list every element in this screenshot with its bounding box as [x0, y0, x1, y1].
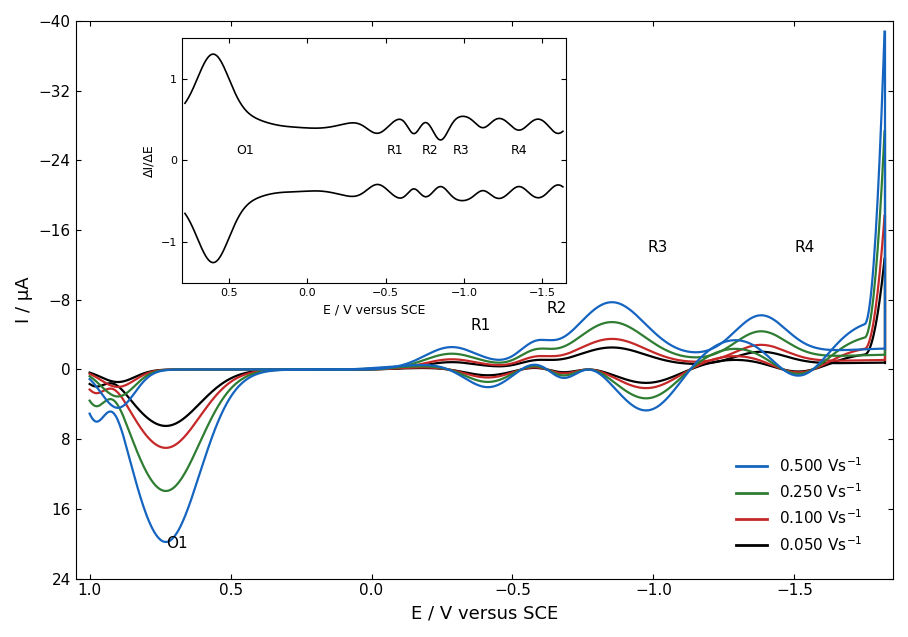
Y-axis label: I / μA: I / μA	[15, 276, 33, 323]
Text: R2: R2	[547, 301, 567, 316]
Legend: 0.500 Vs$^{-1}$, 0.250 Vs$^{-1}$, 0.100 Vs$^{-1}$, 0.050 Vs$^{-1}$: 0.500 Vs$^{-1}$, 0.250 Vs$^{-1}$, 0.100 …	[730, 450, 869, 560]
X-axis label: E / V versus SCE: E / V versus SCE	[410, 604, 558, 622]
Text: R1: R1	[470, 318, 490, 333]
Text: O1: O1	[166, 536, 187, 551]
Text: R3: R3	[647, 240, 668, 255]
Text: R4: R4	[794, 240, 814, 255]
